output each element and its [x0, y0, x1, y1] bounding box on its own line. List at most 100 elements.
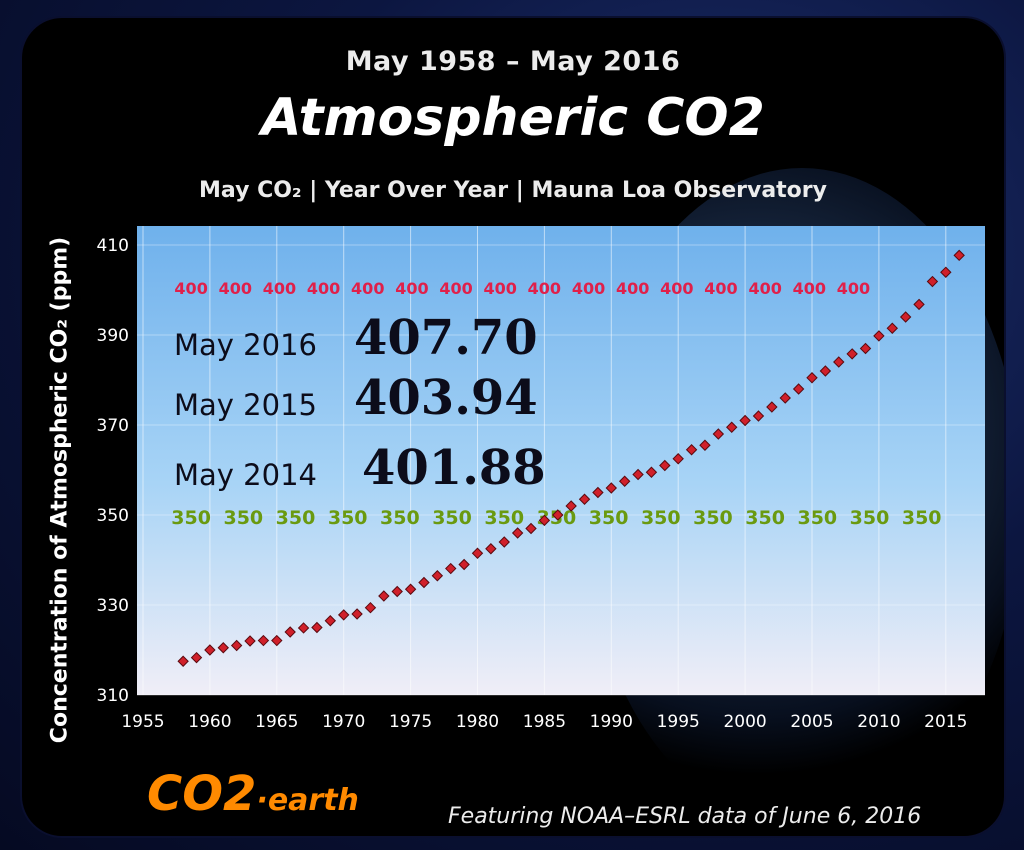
data-point [766, 401, 778, 413]
readout-label: May 2014 [174, 458, 317, 492]
x-tick-label: 1970 [322, 712, 365, 732]
data-point [685, 444, 698, 456]
data-point [940, 266, 952, 278]
readout-value: 401.88 [362, 440, 546, 496]
chart-title: Atmospheric CO2 [261, 88, 765, 148]
threshold-label-350: 350 [328, 507, 368, 529]
readout-label: May 2015 [174, 388, 317, 422]
data-point [311, 621, 323, 634]
data-point [699, 439, 711, 451]
data-point [819, 365, 832, 377]
chart-subtitle: May CO₂ | Year Over Year | Mauna Loa Obs… [199, 178, 827, 203]
data-point [552, 509, 564, 521]
data-point [792, 383, 805, 395]
threshold-label-400: 400 [484, 279, 517, 298]
threshold-label-350: 350 [589, 507, 629, 529]
readout-value: 403.94 [354, 370, 538, 426]
data-point [257, 634, 270, 647]
x-axis-ticks: 1955 1960 1965 1970 1975 1980 1985 1990 1995 2000… [121, 712, 967, 732]
x-tick-label: 2005 [790, 712, 833, 732]
data-point [886, 322, 898, 334]
data-point [364, 601, 377, 614]
threshold-label-350: 350 [745, 507, 785, 529]
data-point [324, 615, 337, 627]
threshold-label-400: 400 [439, 279, 472, 298]
data-point [351, 608, 363, 620]
data-point [271, 634, 283, 647]
data-point [632, 468, 644, 481]
data-point [445, 562, 457, 575]
data-point [511, 527, 524, 539]
data-point [431, 570, 444, 582]
data-point [217, 642, 229, 654]
threshold-label-350: 350 [902, 507, 942, 529]
threshold-label-350: 350 [797, 507, 837, 529]
y-tick-label: 410 [97, 236, 129, 256]
threshold-label-400: 400 [748, 279, 781, 298]
data-point [953, 249, 965, 262]
threshold-label-350: 350 [171, 507, 211, 529]
x-tick-label: 1975 [389, 712, 432, 732]
threshold-label-400: 400 [793, 279, 826, 298]
x-tick-label: 1990 [590, 712, 633, 732]
data-point [712, 428, 725, 440]
data-point [378, 590, 390, 602]
data-point [284, 626, 296, 638]
data-point [230, 639, 243, 652]
threshold-label-350: 350 [276, 507, 316, 529]
data-point [726, 421, 738, 433]
data-point [565, 500, 577, 512]
data-point [190, 651, 203, 664]
x-tick-label: 1955 [121, 712, 164, 732]
data-point [525, 522, 537, 535]
data-point [645, 466, 658, 478]
threshold-label-350: 350 [432, 507, 472, 529]
data-point [899, 311, 912, 323]
threshold-label-400: 400 [616, 279, 649, 298]
threshold-label-400: 400 [307, 279, 340, 298]
threshold-labels: 400 400 400 400 400 400 400 400 400 400 400 400 400 4… [171, 279, 941, 529]
data-point [538, 514, 551, 527]
threshold-label-400: 400 [660, 279, 693, 298]
data-point [337, 609, 350, 621]
data-point [498, 536, 510, 548]
threshold-label-400: 400 [528, 279, 561, 298]
data-point [859, 342, 872, 355]
x-tick-label: 1985 [523, 712, 566, 732]
date-range: May 1958 – May 2016 [345, 46, 681, 77]
data-point [672, 453, 684, 465]
data-point [297, 622, 310, 634]
data-point [926, 275, 939, 288]
threshold-label-400: 400 [704, 279, 737, 298]
threshold-label-400: 400 [395, 279, 428, 298]
co2-chart: 400 400 400 400 400 400 400 400 400 400 400 400 400 4… [97, 226, 985, 732]
data-point [391, 585, 403, 598]
threshold-label-350: 350 [380, 507, 420, 529]
data-credit: Featuring NOAA–ESRL data of June 6, 2016 [448, 804, 922, 829]
x-tick-label: 1965 [255, 712, 298, 732]
readout-label: May 2016 [174, 328, 317, 362]
data-point [618, 475, 631, 487]
data-point [204, 644, 216, 656]
data-point [458, 558, 470, 571]
data-point [605, 482, 618, 494]
data-point [471, 547, 484, 559]
data-point [873, 330, 885, 342]
x-tick-label: 2015 [924, 712, 967, 732]
data-point [592, 486, 604, 499]
y-tick-label: 350 [97, 506, 129, 526]
x-tick-label: 1960 [188, 712, 231, 732]
y-axis-label: Concentration of Atmospheric CO₂ (ppm) [47, 236, 73, 744]
threshold-label-350: 350 [641, 507, 681, 529]
threshold-label-400: 400 [174, 279, 207, 298]
data-point [846, 348, 858, 360]
threshold-label-400: 400 [219, 279, 252, 298]
threshold-label-350: 350 [850, 507, 890, 529]
data-point [913, 298, 925, 311]
co2-earth-logo: CO2·earth [147, 766, 359, 822]
threshold-label-400: 400 [837, 279, 870, 298]
x-tick-label: 1980 [456, 712, 499, 732]
y-tick-label: 370 [97, 416, 129, 436]
logo-suffix: ·earth [256, 783, 359, 818]
data-point [752, 410, 765, 422]
